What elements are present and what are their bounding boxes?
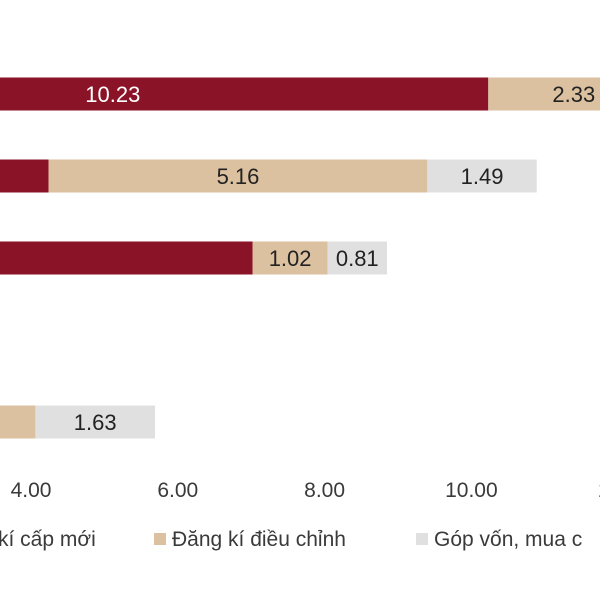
bar-new-registration-row-2: [0, 159, 49, 193]
legend-item-new-registration: kí cấp mới: [0, 528, 96, 552]
bar-adjusted-registration-row-5: [0, 405, 36, 439]
legend-item-adjusted-registration: Đăng kí điều chỉnh: [154, 528, 346, 552]
bar-adjusted-registration-row-1: [488, 77, 600, 111]
data-label-adjusted-registration-row-2: 5.16: [217, 164, 260, 189]
legend-label-new-registration: kí cấp mới: [0, 528, 96, 551]
x-tick-label: 8.00: [304, 479, 345, 502]
x-tick-label: 4.00: [11, 479, 52, 502]
legend: kí cấp mới Đăng kí điều chỉnh Góp vốn, m…: [0, 522, 600, 562]
data-label-capital-contribution-row-5: 1.63: [74, 410, 117, 435]
legend-label-capital-contribution: Góp vốn, mua c: [434, 528, 583, 551]
x-tick-label: 10.00: [445, 479, 498, 502]
x-tick-label: 6.00: [157, 479, 198, 502]
bar-capital-contribution-row-2: [427, 159, 537, 193]
bar-adjusted-registration-row-3: [252, 241, 328, 275]
legend-label-adjusted-registration: Đăng kí điều chỉnh: [172, 528, 346, 551]
data-label-adjusted-registration-row-1: 2.33: [552, 82, 595, 107]
bar-capital-contribution-row-5: [35, 405, 156, 439]
bar-adjusted-registration-row-2: [48, 159, 428, 193]
x-tick-label: 12.0: [598, 479, 600, 502]
data-label-capital-contribution-row-3: 0.81: [336, 246, 379, 271]
legend-swatch-capital: [416, 533, 428, 545]
bar-new-registration-row-1: [0, 77, 489, 111]
stacked-bar-chart: 10.232.335.161.491.020.81211.224.061.634…: [0, 77, 600, 502]
legend-item-capital-contribution: Góp vốn, mua c: [416, 528, 582, 552]
data-label-new-registration-row-1: 10.23: [85, 82, 140, 107]
legend-swatch-adjusted: [154, 533, 166, 545]
data-label-capital-contribution-row-2: 1.49: [461, 164, 504, 189]
data-label-adjusted-registration-row-3: 1.02: [269, 246, 312, 271]
plot-area: 10.232.335.161.491.020.81211.224.061.63: [0, 77, 600, 439]
bar-new-registration-row-3: [0, 241, 253, 275]
bar-capital-contribution-row-3: [327, 241, 387, 275]
